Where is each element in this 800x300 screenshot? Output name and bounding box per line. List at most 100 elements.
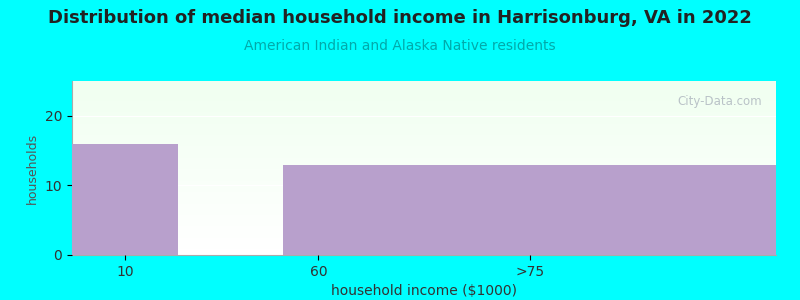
Bar: [72, 163, 776, 164]
Bar: [72, 93, 776, 94]
Bar: [72, 195, 776, 196]
Bar: [72, 232, 776, 233]
Bar: [72, 250, 776, 251]
Bar: [72, 81, 776, 82]
Bar: [72, 233, 776, 234]
Bar: [72, 99, 776, 100]
Bar: [72, 238, 776, 239]
Bar: [72, 84, 776, 85]
Bar: [72, 161, 776, 162]
Bar: [72, 146, 776, 147]
Bar: [72, 138, 776, 139]
Bar: [283, 164, 776, 255]
Bar: [72, 156, 776, 157]
Bar: [72, 237, 776, 238]
Bar: [72, 162, 776, 163]
Bar: [72, 95, 776, 96]
Bar: [72, 172, 776, 173]
Bar: [72, 192, 776, 193]
Bar: [72, 209, 776, 210]
Bar: [72, 179, 776, 180]
Bar: [72, 121, 776, 122]
Bar: [72, 142, 776, 143]
Bar: [72, 247, 776, 248]
Bar: [72, 236, 776, 237]
Bar: [72, 88, 776, 89]
Bar: [72, 182, 776, 183]
Bar: [72, 159, 776, 160]
Bar: [72, 141, 776, 142]
Bar: [72, 230, 776, 231]
Bar: [72, 234, 776, 235]
Bar: [72, 196, 776, 197]
Bar: [72, 105, 776, 106]
Bar: [72, 187, 776, 188]
Bar: [72, 206, 776, 207]
Bar: [72, 241, 776, 242]
Bar: [72, 120, 776, 121]
Bar: [72, 115, 776, 116]
Bar: [72, 178, 776, 179]
Bar: [72, 238, 776, 239]
Bar: [72, 221, 776, 222]
Bar: [72, 135, 776, 136]
Bar: [72, 140, 776, 141]
Bar: [72, 167, 776, 168]
Bar: [72, 151, 776, 152]
Bar: [72, 102, 776, 103]
Bar: [72, 171, 776, 172]
Bar: [72, 97, 776, 98]
Bar: [72, 89, 776, 90]
Bar: [72, 123, 776, 124]
Bar: [72, 229, 776, 230]
Y-axis label: households: households: [26, 132, 39, 204]
Bar: [72, 194, 776, 195]
Bar: [72, 244, 776, 245]
Bar: [72, 139, 776, 140]
Bar: [72, 214, 776, 215]
Bar: [72, 112, 776, 113]
Bar: [72, 207, 776, 208]
Bar: [72, 118, 776, 119]
Bar: [72, 204, 776, 205]
Bar: [72, 211, 776, 212]
Bar: [72, 166, 776, 167]
Bar: [72, 186, 776, 187]
Bar: [72, 101, 776, 102]
Bar: [72, 203, 776, 204]
Bar: [72, 119, 776, 120]
Bar: [72, 82, 776, 83]
Bar: [72, 122, 776, 123]
Bar: [72, 191, 776, 192]
Bar: [72, 248, 776, 249]
Bar: [72, 126, 776, 127]
Bar: [72, 216, 776, 217]
Text: City-Data.com: City-Data.com: [678, 95, 762, 108]
Bar: [72, 153, 776, 154]
Bar: [72, 131, 776, 132]
Bar: [72, 85, 776, 86]
Bar: [72, 188, 776, 189]
Bar: [72, 217, 776, 218]
Bar: [72, 197, 776, 198]
Bar: [72, 231, 776, 232]
Bar: [72, 98, 776, 99]
Bar: [72, 198, 776, 199]
Bar: [72, 136, 776, 137]
Bar: [72, 224, 776, 225]
Bar: [72, 215, 776, 216]
Bar: [72, 114, 776, 115]
Bar: [72, 252, 776, 253]
Bar: [72, 235, 776, 236]
Bar: [72, 193, 776, 194]
Bar: [72, 94, 776, 95]
Bar: [72, 170, 776, 171]
Bar: [72, 174, 776, 175]
X-axis label: household income ($1000): household income ($1000): [331, 284, 517, 298]
Bar: [72, 220, 776, 221]
Bar: [72, 155, 776, 156]
Bar: [72, 117, 776, 118]
Bar: [72, 173, 776, 174]
Bar: [72, 128, 776, 129]
Bar: [72, 200, 776, 201]
